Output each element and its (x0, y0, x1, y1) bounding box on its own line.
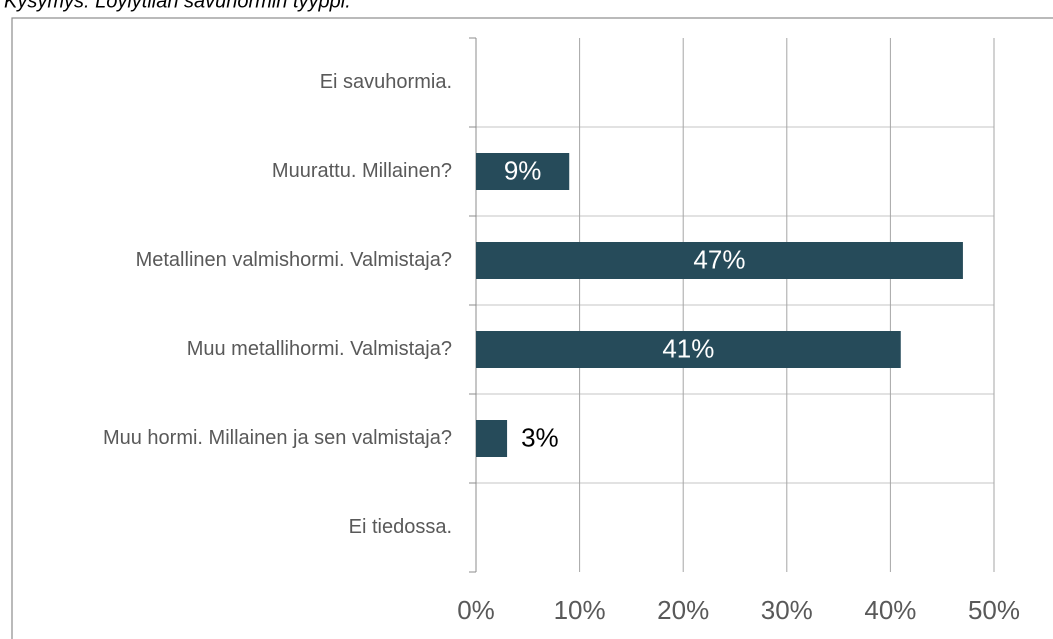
data-label: 47% (693, 244, 745, 274)
bar (476, 331, 901, 368)
y-tick-label: Muurattu. Millainen? (272, 160, 452, 182)
x-tick-label: 10% (554, 595, 606, 625)
chart-title: Kysymys: Löylytilan savuhormin tyyppi. (4, 0, 351, 12)
y-tick-label: Muu hormi. Millainen ja sen valmistaja? (103, 427, 452, 449)
bar (476, 242, 963, 279)
data-label: 3% (521, 422, 559, 452)
bar (476, 420, 508, 457)
x-tick-label: 40% (864, 595, 916, 625)
y-tick-label: Muu metallihormi. Valmistaja? (187, 338, 452, 360)
data-label: 41% (662, 333, 714, 363)
x-tick-label: 30% (761, 595, 813, 625)
bar (476, 153, 570, 190)
x-tick-label: 50% (968, 595, 1020, 625)
chart-border (11, 17, 1053, 639)
x-tick-label: 20% (657, 595, 709, 625)
x-tick-label: 0% (457, 595, 495, 625)
y-tick-label: Ei tiedossa. (349, 516, 452, 538)
y-tick-label: Ei savuhormia. (320, 71, 452, 93)
data-label: 9% (504, 155, 542, 185)
y-tick-label: Metallinen valmishormi. Valmistaja? (136, 249, 452, 271)
